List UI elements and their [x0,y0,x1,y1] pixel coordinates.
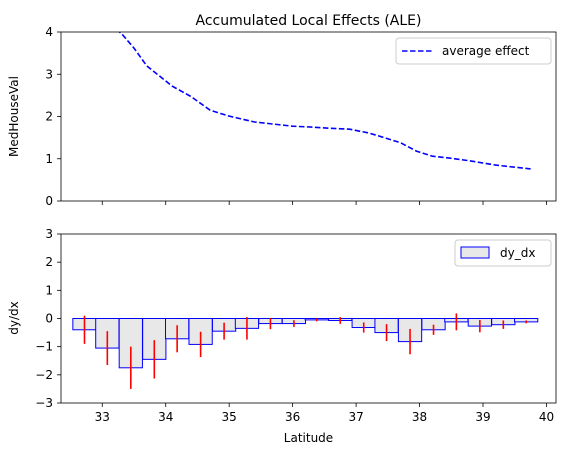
bottom-y-tick-label: 1 [45,283,53,297]
bottom-x-tick-label: 33 [95,410,110,424]
bottom-y-tick-label: 0 [45,312,53,326]
ale-line-plot-area [60,31,557,202]
top-legend-box [395,37,552,65]
bottom-x-tick-label: 39 [475,410,490,424]
bottom-x-tick-label: 35 [222,410,237,424]
top-x-axis [101,201,547,205]
average-effect-line [118,32,531,170]
top-y-tick-label: 2 [45,110,53,124]
x-axis-label: Latitude [284,431,333,445]
bottom-x-tick-label: 37 [348,410,363,424]
top-y-axis-label: MedHouseVal [7,76,21,157]
top-y-tick-label: 0 [45,194,53,208]
bottom-y-tick-label: −3 [35,396,53,410]
legend-label-dy-dx: dy_dx [500,246,535,260]
bottom-x-tick-label: 40 [539,410,554,424]
ale-line-panel: 0 1 2 3 4 MedHouseVal average effect [7,25,557,208]
bottom-x-tick-label: 36 [285,410,300,424]
bottom-y-axis: −3 −2 −1 0 1 2 3 [35,227,61,410]
bottom-y-tick-label: 3 [45,227,53,241]
dydx-bar-plot-area [60,233,557,404]
bottom-legend: dy_dx [454,239,552,267]
bottom-x-tick-label: 38 [412,410,427,424]
top-y-tick-label: 4 [45,25,53,39]
top-legend: average effect [395,37,552,65]
chart-title: Accumulated Local Effects (ALE) [196,13,422,29]
bottom-y-tick-label: −1 [35,340,53,354]
bottom-y-tick-label: 2 [45,255,53,269]
bottom-y-tick-label: −2 [35,368,53,382]
top-y-tick-label: 3 [45,67,53,81]
bottom-x-tick-label: 34 [158,410,173,424]
top-y-tick-label: 1 [45,152,53,166]
top-y-axis: 0 1 2 3 4 [45,25,61,208]
bottom-y-axis-label: dy/dx [7,301,21,334]
legend-label-average-effect: average effect [442,44,530,58]
dydx-bar-panel: −3 −2 −1 0 1 2 3 33 34 35 36 37 38 39 40 dy/dx Latitu… [7,227,557,445]
legend-bar-swatch [460,246,490,259]
bottom-x-axis: 33 34 35 36 37 38 39 40 [95,403,554,424]
